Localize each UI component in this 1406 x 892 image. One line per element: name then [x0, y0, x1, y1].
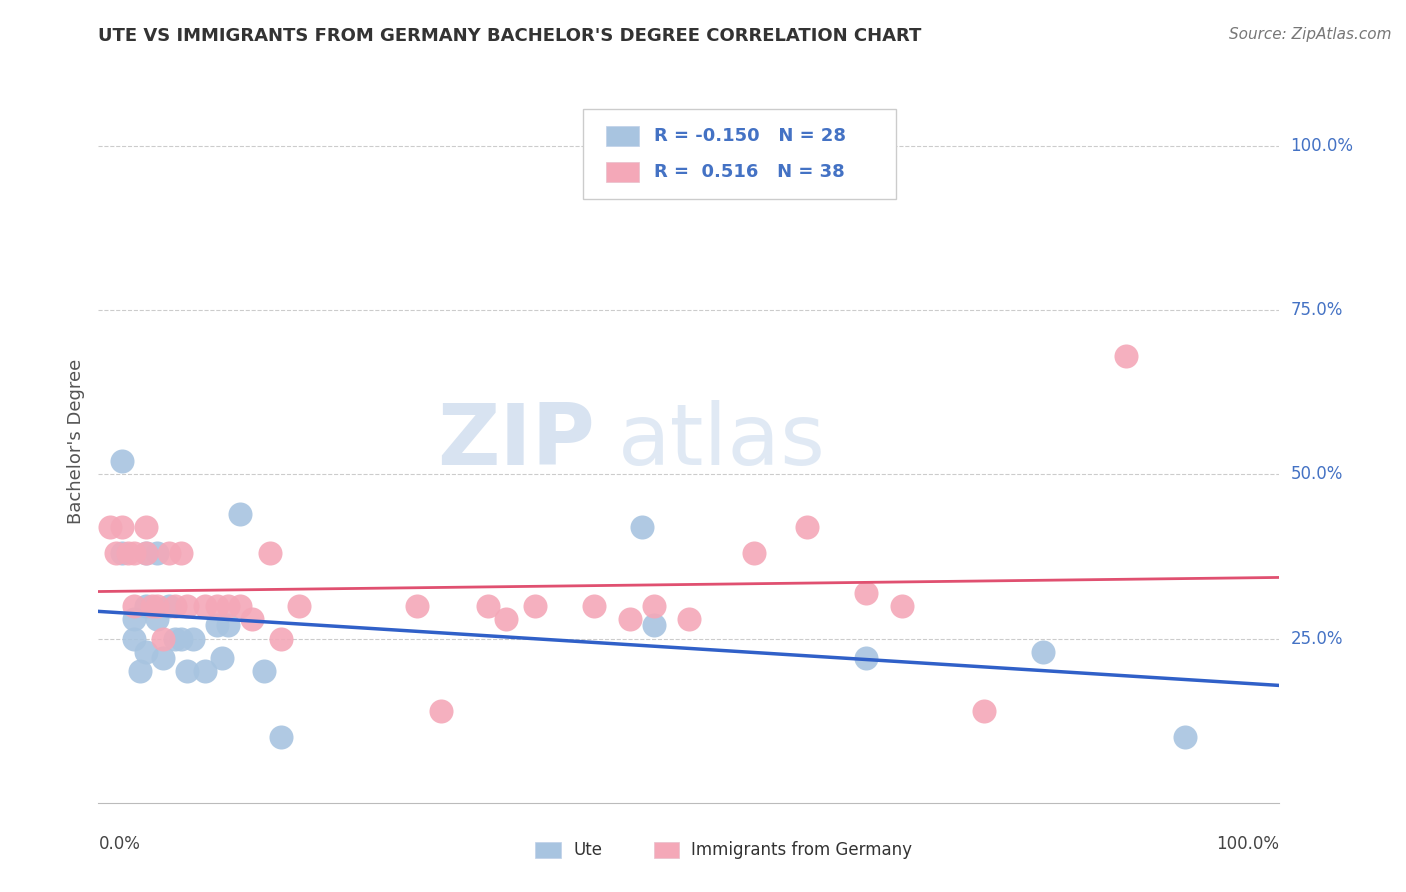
Point — [678, 612, 700, 626]
Point — [205, 599, 228, 613]
Point — [643, 618, 665, 632]
Point — [176, 599, 198, 613]
Point — [176, 665, 198, 679]
Point — [406, 599, 429, 613]
Point — [477, 599, 499, 613]
Text: Immigrants from Germany: Immigrants from Germany — [692, 841, 912, 859]
Text: Ute: Ute — [574, 841, 602, 859]
Point — [135, 520, 157, 534]
Text: Source: ZipAtlas.com: Source: ZipAtlas.com — [1229, 27, 1392, 42]
Point — [111, 520, 134, 534]
Point — [619, 612, 641, 626]
Point — [157, 546, 180, 560]
FancyBboxPatch shape — [606, 162, 640, 182]
Point — [205, 618, 228, 632]
Point — [157, 599, 180, 613]
Point — [146, 599, 169, 613]
Text: 50.0%: 50.0% — [1291, 466, 1343, 483]
Point — [855, 585, 877, 599]
Point — [170, 546, 193, 560]
Point — [194, 665, 217, 679]
Point — [1032, 645, 1054, 659]
FancyBboxPatch shape — [536, 842, 561, 858]
Point — [146, 546, 169, 560]
Text: 100.0%: 100.0% — [1216, 835, 1279, 854]
Point — [742, 546, 765, 560]
Point — [135, 546, 157, 560]
Point — [583, 599, 606, 613]
Point — [524, 599, 547, 613]
Point — [128, 665, 150, 679]
Point — [796, 520, 818, 534]
Point — [229, 507, 252, 521]
Point — [270, 730, 292, 744]
Point — [135, 645, 157, 659]
Point — [211, 651, 233, 665]
Text: UTE VS IMMIGRANTS FROM GERMANY BACHELOR'S DEGREE CORRELATION CHART: UTE VS IMMIGRANTS FROM GERMANY BACHELOR'… — [98, 27, 922, 45]
Point — [855, 651, 877, 665]
Point — [495, 612, 517, 626]
Text: 0.0%: 0.0% — [98, 835, 141, 854]
Point — [1115, 349, 1137, 363]
Point — [111, 454, 134, 468]
Point — [122, 612, 145, 626]
Point — [135, 546, 157, 560]
Point — [165, 599, 187, 613]
Point — [194, 599, 217, 613]
FancyBboxPatch shape — [582, 109, 896, 200]
Point — [630, 520, 652, 534]
Point — [973, 704, 995, 718]
Point — [111, 546, 134, 560]
Point — [98, 520, 121, 534]
Point — [890, 599, 912, 613]
Point — [122, 599, 145, 613]
Point — [146, 612, 169, 626]
Point — [105, 546, 128, 560]
Point — [240, 612, 263, 626]
Point — [430, 704, 453, 718]
Point — [288, 599, 311, 613]
Point — [229, 599, 252, 613]
Point — [152, 632, 174, 646]
Point — [165, 632, 187, 646]
Text: 100.0%: 100.0% — [1291, 137, 1354, 155]
Text: 75.0%: 75.0% — [1291, 301, 1343, 319]
Point — [141, 599, 163, 613]
Point — [643, 599, 665, 613]
Point — [170, 632, 193, 646]
Point — [117, 546, 139, 560]
FancyBboxPatch shape — [654, 842, 679, 858]
Point — [135, 599, 157, 613]
Point — [1174, 730, 1197, 744]
Point — [253, 665, 276, 679]
Point — [181, 632, 204, 646]
Point — [122, 546, 145, 560]
Point — [259, 546, 281, 560]
Point — [217, 599, 239, 613]
Point — [270, 632, 292, 646]
Point — [217, 618, 239, 632]
Y-axis label: Bachelor's Degree: Bachelor's Degree — [66, 359, 84, 524]
FancyBboxPatch shape — [606, 126, 640, 146]
Text: R =  0.516   N = 38: R = 0.516 N = 38 — [654, 163, 844, 181]
Text: 25.0%: 25.0% — [1291, 630, 1343, 648]
Text: R = -0.150   N = 28: R = -0.150 N = 28 — [654, 127, 845, 145]
Point — [152, 651, 174, 665]
Text: atlas: atlas — [619, 400, 827, 483]
Point — [122, 632, 145, 646]
Text: ZIP: ZIP — [437, 400, 595, 483]
